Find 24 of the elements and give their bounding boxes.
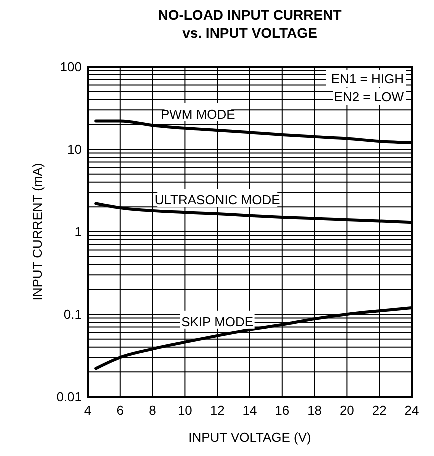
chart-title: NO-LOAD INPUT CURRENT vs. INPUT VOLTAGE: [158, 7, 342, 41]
y-tick-label: 1: [74, 224, 82, 240]
y-tick-label: 100: [60, 60, 82, 75]
y-axis-title: INPUT CURRENT (mA): [30, 163, 45, 301]
x-tick-label: 20: [340, 403, 354, 418]
x-tick-label: 10: [178, 403, 192, 418]
x-axis-title: INPUT VOLTAGE (V): [188, 430, 312, 445]
series-label: ULTRASONIC MODE: [154, 192, 281, 208]
annotation: EN2 = LOW: [334, 90, 405, 105]
annotation: EN1 = HIGH: [331, 72, 404, 87]
x-tick-label: 16: [275, 403, 290, 418]
y-tick-label: 0.1: [64, 307, 82, 322]
x-tick-label: 18: [308, 403, 322, 418]
x-tick-label: 4: [84, 403, 92, 418]
x-tick-label: 6: [116, 403, 124, 418]
x-tick-label: 12: [210, 403, 225, 418]
series-label: PWM MODE: [160, 106, 236, 122]
y-tick-label: 0.01: [56, 390, 82, 405]
series-label: SKIP MODE: [182, 314, 254, 330]
x-tick-label: 22: [372, 403, 387, 418]
x-tick-label: 14: [242, 403, 258, 418]
x-tick-label: 8: [149, 403, 156, 418]
x-tick-label: 24: [404, 403, 420, 418]
y-tick-label: 10: [68, 142, 82, 158]
